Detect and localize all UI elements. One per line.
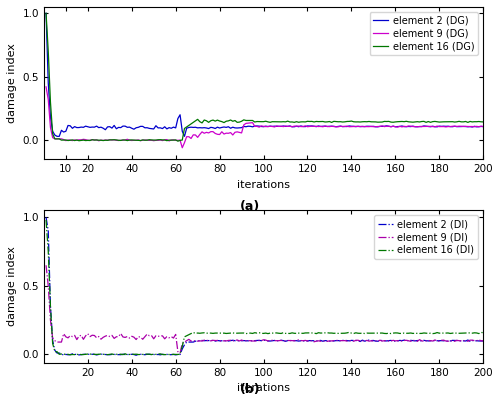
element 9 (DG) [460, 124, 466, 129]
element 2 (DG) [445, 124, 451, 129]
element 2 (DI) [162, 352, 168, 357]
element 16 (DI) [67, 352, 73, 357]
element 9 (DG) [180, 145, 186, 150]
element 9 (DI) [460, 338, 466, 343]
element 2 (DI) [133, 353, 139, 358]
element 16 (DG) [43, 11, 49, 16]
element 16 (DG) [124, 138, 130, 143]
element 16 (DG) [60, 138, 66, 142]
element 16 (DI) [60, 352, 66, 356]
element 2 (DG) [480, 124, 486, 129]
element 16 (DG) [460, 120, 466, 124]
element 2 (DI) [70, 352, 75, 356]
element 16 (DI) [72, 352, 78, 357]
element 9 (DG) [124, 137, 130, 142]
element 9 (DI) [480, 338, 486, 343]
element 9 (DG) [70, 138, 75, 143]
element 2 (DG) [63, 129, 69, 134]
X-axis label: iterations: iterations [237, 180, 290, 190]
element 16 (DG) [160, 138, 166, 142]
element 2 (DI) [445, 338, 451, 343]
element 16 (DI) [445, 330, 451, 335]
element 9 (DI) [177, 351, 183, 356]
element 2 (DI) [460, 338, 466, 343]
element 9 (DG) [60, 137, 66, 142]
Line: element 2 (DG): element 2 (DG) [46, 13, 483, 136]
element 2 (DI) [480, 339, 486, 344]
element 9 (DI) [445, 339, 451, 344]
element 2 (DG) [72, 124, 78, 129]
element 9 (DI) [124, 334, 130, 339]
Y-axis label: damage index: damage index [7, 246, 17, 326]
Legend: element 2 (DI), element 9 (DI), element 16 (DI): element 2 (DI), element 9 (DI), element … [374, 215, 478, 259]
element 2 (DI) [43, 215, 49, 220]
element 16 (DI) [460, 331, 466, 336]
element 9 (DI) [70, 334, 75, 339]
Line: element 9 (DI): element 9 (DI) [46, 265, 483, 353]
Legend: element 2 (DG), element 9 (DG), element 16 (DG): element 2 (DG), element 9 (DG), element … [370, 12, 478, 56]
element 2 (DG) [460, 124, 466, 129]
element 9 (DI) [160, 334, 166, 338]
element 2 (DI) [124, 352, 130, 357]
element 16 (DG) [70, 138, 75, 142]
element 2 (DG) [162, 124, 168, 129]
Line: element 16 (DI): element 16 (DI) [46, 220, 483, 355]
element 2 (DG) [126, 125, 132, 130]
element 16 (DG) [445, 119, 451, 124]
element 16 (DI) [43, 218, 49, 222]
element 9 (DG) [160, 138, 166, 143]
element 9 (DG) [445, 124, 451, 129]
Text: (b): (b) [240, 383, 260, 396]
element 16 (DI) [162, 352, 168, 357]
X-axis label: iterations: iterations [237, 383, 290, 393]
element 9 (DG) [480, 124, 486, 129]
element 2 (DG) [43, 11, 49, 16]
element 16 (DG) [480, 120, 486, 124]
Text: (a): (a) [240, 200, 260, 213]
element 2 (DI) [60, 353, 66, 358]
element 2 (DG) [54, 134, 60, 139]
Line: element 2 (DI): element 2 (DI) [46, 217, 483, 355]
element 16 (DI) [480, 330, 486, 335]
element 9 (DG) [43, 84, 49, 89]
Line: element 16 (DG): element 16 (DG) [46, 13, 483, 141]
Y-axis label: damage index: damage index [7, 43, 17, 123]
element 16 (DI) [126, 352, 132, 357]
element 16 (DG) [175, 139, 181, 144]
element 9 (DI) [43, 263, 49, 268]
Line: element 9 (DG): element 9 (DG) [46, 87, 483, 148]
element 9 (DI) [60, 331, 66, 336]
